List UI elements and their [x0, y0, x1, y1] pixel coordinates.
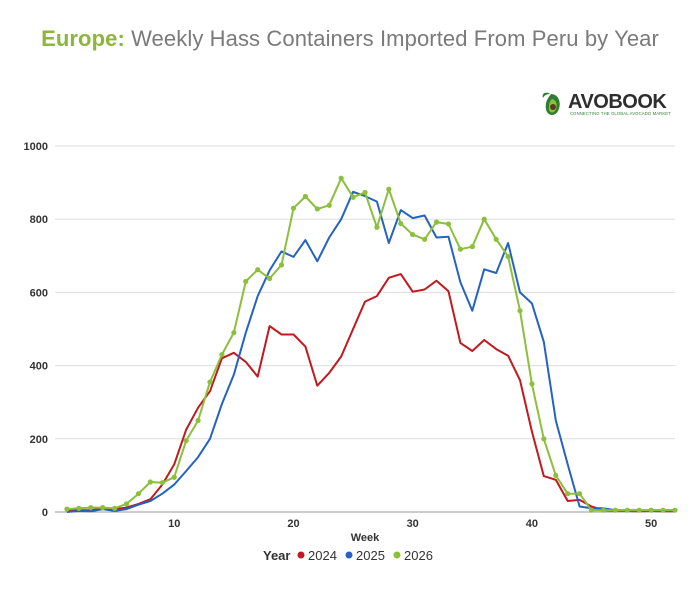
data-point-2026 [457, 246, 463, 252]
data-point-2026 [88, 505, 94, 511]
data-point-2026 [541, 436, 547, 442]
data-point-2026 [410, 231, 416, 238]
x-tick-label: 10 [168, 518, 180, 530]
data-point-2026 [386, 186, 392, 192]
data-point-2026 [505, 253, 511, 260]
data-point-2026 [314, 206, 320, 212]
data-point-2026 [588, 507, 595, 513]
x-tick-label: 30 [407, 518, 419, 530]
data-point-2026 [338, 175, 344, 181]
logo-wordmark: AVOBOOK [568, 91, 667, 113]
legend-title: Year [263, 548, 290, 563]
chart-title: Europe: Weekly Hass Containers Imported … [0, 26, 700, 52]
legend-label-2024: 2024 [308, 548, 337, 563]
legend-marker-2026 [393, 551, 401, 559]
legend-label-2026: 2026 [404, 548, 433, 563]
series-line-2025 [66, 190, 675, 513]
legend-marker-2025 [345, 551, 353, 559]
chart-title-rest: Weekly Hass Containers Imported From Per… [131, 26, 659, 51]
data-point-2026 [64, 506, 70, 512]
data-point-2026 [624, 507, 630, 513]
series-line-2026 [66, 177, 675, 512]
data-point-2026 [159, 480, 165, 486]
logo-tagline: CONNECTING THE GLOBAL AVOCADO MARKET [570, 111, 671, 116]
data-point-2026 [76, 505, 82, 511]
y-tick-label: 800 [30, 214, 48, 226]
data-point-2026 [481, 216, 487, 222]
chart-title-lead: Europe: [41, 26, 125, 51]
data-point-2026 [493, 236, 499, 242]
data-point-2026 [612, 507, 618, 513]
data-point-2026 [183, 438, 189, 444]
avobook-logo: AVOBOOK CONNECTING THE GLOBAL AVOCADO MA… [538, 90, 680, 120]
data-point-2026 [469, 244, 475, 250]
data-point-2026 [243, 278, 249, 285]
data-point-2026 [648, 507, 654, 513]
y-tick-label: 600 [30, 287, 48, 299]
x-axis-label: Week [351, 532, 380, 544]
data-point-2026 [231, 330, 237, 336]
data-point-2026 [350, 194, 356, 200]
data-point-2026 [195, 417, 201, 424]
data-point-2026 [600, 507, 607, 513]
data-point-2026 [100, 505, 106, 511]
data-point-2026 [422, 236, 428, 242]
x-tick-label: 20 [287, 518, 299, 530]
y-tick-label: 1000 [24, 141, 48, 153]
data-point-2026 [219, 352, 225, 358]
data-point-2026 [433, 219, 440, 225]
data-point-2026 [517, 308, 523, 314]
data-point-2026 [636, 507, 642, 513]
y-tick-label: 200 [30, 434, 48, 446]
data-point-2026 [290, 205, 297, 211]
data-point-2026 [398, 220, 404, 227]
data-point-2026 [672, 507, 678, 513]
avocado-icon [542, 92, 560, 115]
data-point-2026 [278, 262, 285, 268]
data-point-2026 [135, 491, 142, 497]
data-point-2026 [529, 381, 535, 387]
data-point-2026 [660, 507, 666, 513]
data-point-2026 [362, 189, 368, 196]
data-point-2026 [147, 479, 153, 485]
data-point-2026 [445, 221, 452, 227]
data-point-2026 [207, 379, 213, 385]
data-point-2026 [255, 267, 261, 273]
series-line-2024 [66, 273, 675, 513]
data-point-2026 [577, 491, 583, 497]
legend-label-2025: 2025 [356, 548, 385, 563]
data-point-2026 [374, 224, 380, 230]
x-tick-label: 50 [645, 518, 657, 530]
data-point-2026 [302, 193, 308, 200]
legend-marker-2024 [297, 551, 305, 559]
data-point-2026 [267, 275, 273, 282]
data-point-2026 [112, 505, 118, 511]
data-point-2026 [171, 474, 177, 480]
data-point-2026 [123, 501, 130, 507]
y-tick-label: 0 [42, 507, 48, 519]
x-tick-label: 40 [526, 518, 538, 530]
data-point-2026 [553, 472, 559, 478]
data-point-2026 [565, 491, 571, 497]
y-tick-label: 400 [30, 361, 48, 373]
data-point-2026 [326, 202, 332, 208]
